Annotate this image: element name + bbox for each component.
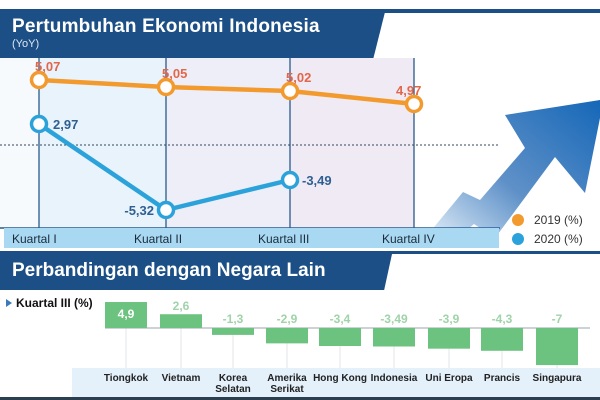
data-point-2019-q2: 5,05 xyxy=(156,66,187,97)
legend-label-2020: 2020 (%) xyxy=(534,232,583,246)
country-label: Vietnam xyxy=(161,373,201,384)
bar-chart-plot: 4,9 2,6 -1,3 -2,9 -3,4 -3,49 -3,9 -4,3 -7 xyxy=(105,299,590,368)
bar-tiongkok: 4,9 xyxy=(105,302,147,328)
legend-label-2019: 2019 (%) xyxy=(534,213,583,227)
growth-arrow-icon xyxy=(425,100,600,248)
bar-singapura: -7 xyxy=(536,312,578,366)
data-label: 4,97 xyxy=(396,83,421,98)
country-label: Singapura xyxy=(532,373,582,384)
legend-dot-2019-icon xyxy=(512,214,524,226)
data-point-2019-q3: 5,02 xyxy=(280,70,311,101)
title-banner xyxy=(0,12,385,58)
data-label: 5,05 xyxy=(162,66,187,81)
data-label: -3,49 xyxy=(302,173,332,188)
bar-value-label: -3,49 xyxy=(380,312,408,326)
data-point-2019-q4: 4,97 xyxy=(396,83,424,114)
bar-value-label: 2,6 xyxy=(173,299,190,313)
bar-amerika-serikat: -2,9 xyxy=(266,312,308,344)
data-label: -5,32 xyxy=(124,203,154,218)
country-label: Indonesia xyxy=(370,373,418,384)
bar-hong-kong: -3,4 xyxy=(319,312,361,347)
bar-indonesia: -3,49 xyxy=(373,312,415,347)
triangle-bullet-icon xyxy=(6,299,12,307)
x-axis-label: Kuartal I xyxy=(12,232,57,246)
bar-prancis: -4,3 xyxy=(481,312,523,351)
x-axis-label: Kuartal II xyxy=(134,232,183,246)
bar-value-label: -4,3 xyxy=(492,312,513,326)
chart-title: Pertumbuhan Ekonomi Indonesia xyxy=(12,16,320,37)
bar-chart-subtitle-text: Kuartal III (%) xyxy=(16,296,93,310)
bar-value-label: -3,4 xyxy=(330,312,351,326)
legend-dot-2020-icon xyxy=(512,233,524,245)
bar-chart: 4,9 2,6 -1,3 -2,9 -3,4 -3,49 -3,9 -4,3 -7 Tiongk… xyxy=(0,290,600,400)
section-divider xyxy=(0,251,600,254)
country-label: Prancis xyxy=(483,373,521,384)
top-rule xyxy=(0,9,600,13)
country-label: Amerika Serikat xyxy=(267,373,307,395)
x-axis-label: Kuartal IV xyxy=(382,232,435,246)
data-point-2020-q2: -5,32 xyxy=(124,200,176,220)
legend-item-2020: 2020 (%) xyxy=(512,232,583,246)
data-label: 5,07 xyxy=(35,59,60,74)
line-chart: 5,07 5,05 5,02 4,97 2,97 -5,32 -3,49 xyxy=(0,58,600,248)
bar-uni-eropa: -3,9 xyxy=(428,312,470,349)
bar-vietnam: 2,6 xyxy=(160,299,202,328)
chart-subtitle: (YoY) xyxy=(12,38,40,50)
data-point-2020-q1: 2,97 xyxy=(29,114,78,134)
section-banner xyxy=(0,254,392,290)
legend-item-2019: 2019 (%) xyxy=(512,213,583,227)
x-axis-label: Kuartal III xyxy=(258,232,310,246)
x-axis-band xyxy=(4,228,499,248)
bar-korea-selatan: -1,3 xyxy=(212,312,254,335)
country-label: Uni Eropa xyxy=(425,373,473,384)
data-point-2020-q3: -3,49 xyxy=(280,170,332,190)
bar-chart-subtitle: Kuartal III (%) xyxy=(6,296,93,310)
section-title: Perbandingan dengan Negara Lain xyxy=(12,260,326,281)
bar-label-band xyxy=(72,368,600,398)
bar-value-label: -1,3 xyxy=(223,312,244,326)
bottom-rule xyxy=(0,397,600,400)
bar-value-label: -2,9 xyxy=(277,312,298,326)
data-point-2019-q1: 5,07 xyxy=(29,59,60,90)
bar-value-label: 4,9 xyxy=(118,307,135,321)
line-chart-plot: 5,07 5,05 5,02 4,97 2,97 -5,32 -3,49 xyxy=(0,58,600,248)
bar-value-label: -7 xyxy=(552,312,563,326)
country-label: Tiongkok xyxy=(103,373,149,384)
bar-value-label: -3,9 xyxy=(439,312,460,326)
country-label: Hong Kong xyxy=(313,373,367,384)
country-label: Korea Selatan xyxy=(215,373,251,395)
data-label: 5,02 xyxy=(286,70,311,85)
data-label: 2,97 xyxy=(53,117,78,132)
